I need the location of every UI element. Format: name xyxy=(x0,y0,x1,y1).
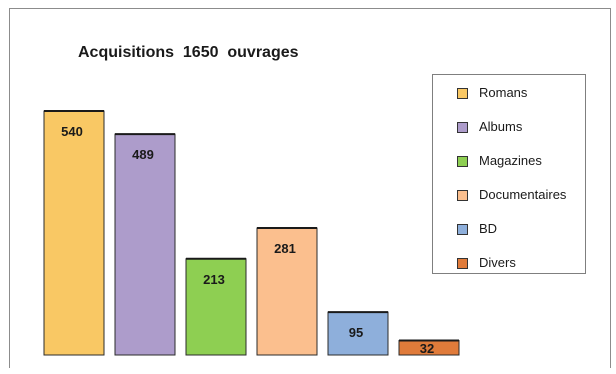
bar-value-label-documentaires: 281 xyxy=(274,241,296,256)
bar-documentaires xyxy=(256,227,318,356)
legend-label-divers: Divers xyxy=(479,255,516,270)
bar-value-label-bd: 95 xyxy=(349,325,363,340)
legend-label-magazines: Magazines xyxy=(479,153,542,168)
legend-swatch-divers xyxy=(457,258,468,269)
legend-swatch-bd xyxy=(457,224,468,235)
legend-swatch-albums xyxy=(457,122,468,133)
bar-value-label-albums: 489 xyxy=(132,147,154,162)
chart-title: Acquisitions 1650 ouvrages xyxy=(78,44,299,61)
chart-frame xyxy=(9,8,611,368)
chart-legend: Romans Albums Magazines Documentaires BD… xyxy=(432,74,586,274)
legend-label-documentaires: Documentaires xyxy=(479,187,567,202)
bar-albums xyxy=(114,133,176,356)
legend-label-romans: Romans xyxy=(479,85,528,100)
bar-value-label-romans: 540 xyxy=(61,124,83,139)
bar-value-label-divers: 32 xyxy=(420,341,434,356)
legend-swatch-romans xyxy=(457,88,468,99)
bar-romans xyxy=(43,110,105,356)
bar-value-label-magazines: 213 xyxy=(203,272,225,287)
legend-label-albums: Albums xyxy=(479,119,523,134)
bar-magazines xyxy=(185,258,247,356)
legend-swatch-documentaires xyxy=(457,190,468,201)
legend-swatch-magazines xyxy=(457,156,468,167)
legend-label-bd: BD xyxy=(479,221,498,236)
